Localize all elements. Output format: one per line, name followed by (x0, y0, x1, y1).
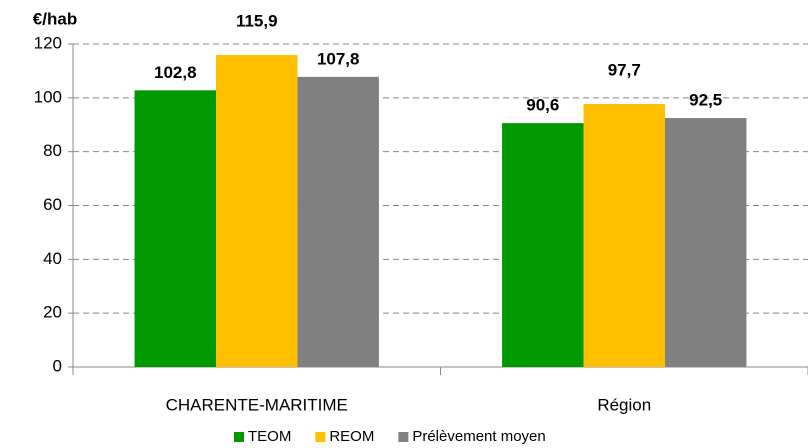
y-tick-label: 40 (43, 249, 62, 268)
data-label: 90,6 (526, 96, 559, 115)
bar (502, 123, 584, 367)
x-tick-label: CHARENTE-MARITIME (166, 395, 348, 414)
y-tick-label: 120 (34, 33, 62, 52)
data-label: 107,8 (317, 49, 360, 68)
legend-label: TEOM (248, 428, 291, 445)
legend-label: REOM (329, 428, 374, 445)
bar (297, 76, 379, 368)
bar (216, 55, 298, 368)
y-tick-label: 20 (43, 303, 62, 322)
y-tick-label: 80 (43, 141, 62, 160)
legend-swatch (398, 432, 409, 442)
y-tick-label: 100 (34, 87, 62, 106)
data-label: 102,8 (154, 63, 197, 82)
data-label: 115,9 (236, 12, 278, 31)
y-tick-label: 0 (53, 356, 62, 375)
bar (664, 118, 747, 367)
legend-swatch (234, 432, 244, 442)
y-tick-label: 60 (43, 195, 62, 214)
bar (583, 104, 665, 367)
data-label: 92,5 (689, 91, 722, 110)
y-axis-label: €/hab (33, 9, 77, 28)
legend-swatch (315, 432, 326, 442)
data-label: 97,7 (608, 61, 641, 80)
legend-label: Prélèvement moyen (412, 428, 545, 445)
bar (134, 90, 217, 368)
x-tick-label: Région (597, 395, 651, 414)
